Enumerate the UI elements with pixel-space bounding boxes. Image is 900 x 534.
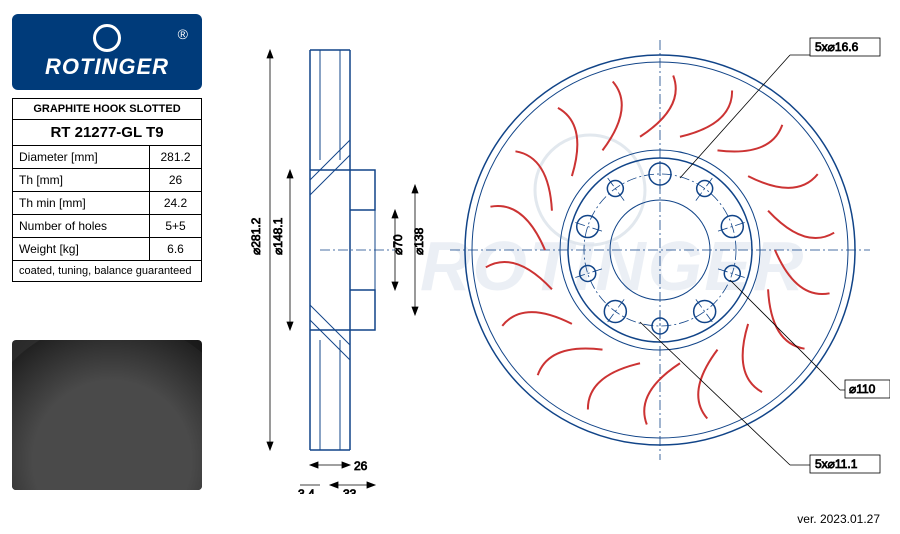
spec-label: Th [mm] xyxy=(13,169,150,192)
spec-label: Number of holes xyxy=(13,215,150,238)
spec-table: GRAPHITE HOOK SLOTTED RT 21277-GL T9 Dia… xyxy=(12,98,202,282)
dim-offset: 33 xyxy=(343,487,357,494)
tech-drawing: ROTINGER ⌀281.2 ⌀148.1 ⌀70 ⌀138 xyxy=(220,10,890,494)
dim-pcd: ⌀138 xyxy=(412,227,426,255)
logo-ring-icon xyxy=(93,24,121,52)
spec-note: coated, tuning, balance guaranteed xyxy=(13,261,202,282)
part-number: RT 21277-GL T9 xyxy=(13,120,202,146)
spec-value: 5+5 xyxy=(150,215,202,238)
spec-value: 24.2 xyxy=(150,192,202,215)
brand-logo: ROTINGER ® xyxy=(12,14,202,90)
dim-bore: ⌀70 xyxy=(391,234,405,255)
dim-outer-dia: ⌀281.2 xyxy=(249,217,263,255)
spec-label: Weight [kg] xyxy=(13,238,150,261)
label-pcd: ⌀110 xyxy=(849,382,876,396)
dim-flange: 3.4 xyxy=(298,487,315,494)
label-holes-large: 5x⌀16.6 xyxy=(815,40,859,54)
product-photo xyxy=(12,340,202,490)
dim-thickness: 26 xyxy=(354,459,368,473)
spec-value: 26 xyxy=(150,169,202,192)
product-type: GRAPHITE HOOK SLOTTED xyxy=(13,99,202,120)
spec-value: 6.6 xyxy=(150,238,202,261)
label-holes-small: 5x⌀11.1 xyxy=(815,457,858,471)
side-view: ⌀281.2 ⌀148.1 ⌀70 ⌀138 26 3.4 33 xyxy=(249,50,426,494)
spec-label: Th min [mm] xyxy=(13,192,150,215)
spec-value: 281.2 xyxy=(150,146,202,169)
version-label: ver. 2023.01.27 xyxy=(797,512,880,526)
spec-label: Diameter [mm] xyxy=(13,146,150,169)
brand-name: ROTINGER xyxy=(45,54,169,80)
dim-hat-inner: ⌀148.1 xyxy=(271,217,285,255)
registered-mark: ® xyxy=(178,26,188,42)
